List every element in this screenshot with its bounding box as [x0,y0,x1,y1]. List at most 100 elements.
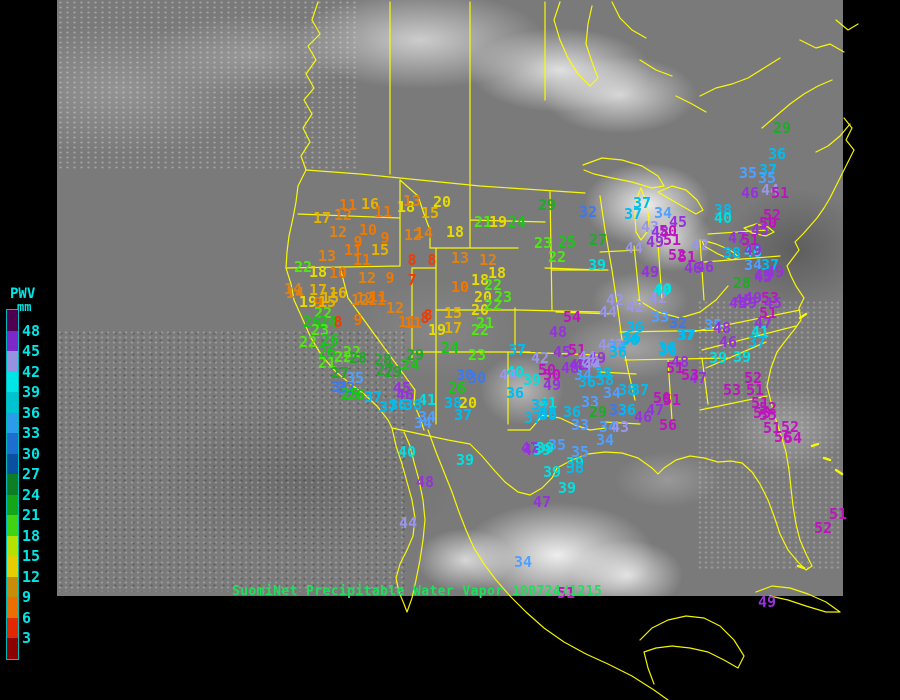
station-value: 30 [455,366,475,384]
station-value: 42 [690,236,710,254]
station-value: 36 [658,341,678,359]
legend-label: 12 [22,567,41,586]
station-value: 52 [780,418,800,436]
station-value: 48 [548,323,568,341]
station-value: 42 [625,298,645,316]
station-value: 51 [758,304,778,322]
station-value: 26 [317,343,337,361]
coast-maritimes [699,19,859,153]
station-value: 9 [353,311,363,329]
station-value: 37 [523,409,543,427]
station-value: 47 [688,369,708,387]
legend-swatch [7,515,18,536]
station-value: 9 [353,233,363,251]
legend-label: 21 [22,506,41,524]
station-value: 12 [350,291,370,309]
station-value: 38 [713,201,733,219]
station-value: 9 [380,229,390,247]
station-value: 46 [633,408,653,426]
station-value: 35 [547,436,567,454]
station-value: 17 [443,319,463,337]
legend-swatch [7,453,18,474]
station-value: 10 [328,264,348,282]
station-value: 53 [760,289,780,307]
station-value: 35 [345,369,365,387]
station-value: 48 [573,356,593,374]
legend-swatch [7,351,18,372]
station-value: 49 [640,263,660,281]
station-value: 14 [414,224,434,242]
station-value: 36 [505,384,525,402]
legend-swatch [7,310,18,331]
station-value: 29 [537,196,557,214]
station-value: 26 [447,379,467,397]
station-value: 34 [413,414,433,432]
coast-florida [741,385,813,571]
station-value: 32 [608,401,628,419]
station-value: 37 [760,256,780,274]
legend-label: 36 [22,403,41,422]
station-value: 24 [507,213,527,231]
station-value: 29 [405,346,425,364]
station-value: 38 [403,396,423,414]
station-value: 23 [467,346,487,364]
station-value: 36 [577,373,597,391]
station-value: 45 [568,356,588,374]
station-value: 48 [415,473,435,491]
station-value: 37 [630,381,650,399]
legend-label: 45 [22,342,41,360]
station-value: 15 [443,304,463,322]
station-value: 53 [680,366,700,384]
station-value: 32 [336,379,356,397]
station-value: 52 [813,519,833,537]
coast-pacific [285,1,426,613]
lake-superior [582,157,665,189]
legend-units: mm [17,300,32,314]
station-value: 39 [535,439,555,457]
coast-james-bay [553,1,707,113]
station-value: 51 [556,584,576,602]
state-borders-central [551,195,663,425]
station-value: 13 [402,192,422,210]
station-value: 37 [677,326,697,344]
station-value: 17 [312,209,332,227]
station-value: 51 [750,394,770,412]
station-value: 43 [605,336,625,354]
legend-swatch [7,494,18,515]
station-value: 44 [597,336,617,354]
station-value: 11 [343,241,363,259]
station-value: 49 [753,266,773,284]
station-value: 37 [530,396,550,414]
station-value: 22 [547,248,567,266]
station-value: 50 [652,389,672,407]
legend-swatch [7,433,18,454]
station-value: 18 [396,198,416,216]
station-value: 51 [828,505,848,523]
station-value: 45 [763,294,783,312]
station-value: 26 [302,313,322,331]
station-value: 38 [593,364,613,382]
station-value: 38 [722,244,742,262]
station-value: 8 [420,309,430,327]
coast-atlantic [766,149,855,387]
coast-gulf [556,451,743,475]
station-value: 25 [340,385,360,403]
station-value: 13 [450,249,470,267]
station-value: 38 [617,381,637,399]
station-value: 33 [650,308,670,326]
station-value: 37 [747,333,767,351]
station-value: 16 [328,284,348,302]
station-value: 28 [373,351,393,369]
station-value: 45 [753,268,773,286]
station-value: 46 [740,184,760,202]
station-value: 36 [620,331,640,349]
station-value: 10 [450,278,470,296]
station-value: 51 [745,381,765,399]
legend-label: 15 [22,547,41,565]
station-value: 49 [645,233,665,251]
station-value: 49 [587,349,607,367]
station-value: 36 [388,396,408,414]
station-value: 51 [740,231,760,249]
